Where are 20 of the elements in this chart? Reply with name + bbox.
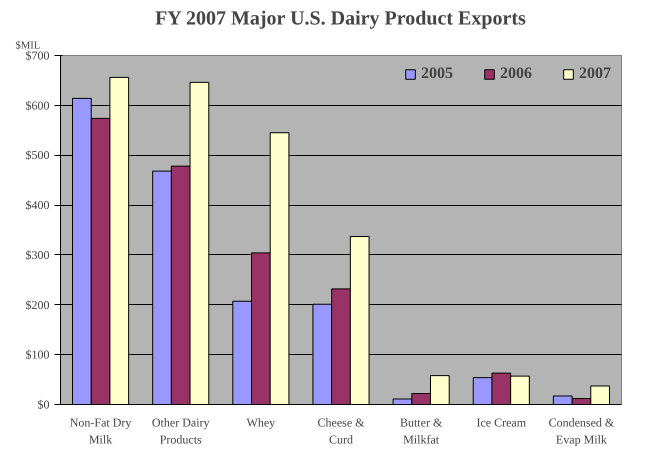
y-tick-label: $700: [26, 48, 50, 62]
x-tick-label: Whey: [246, 416, 276, 430]
y-axis-title: $MIL: [16, 40, 40, 52]
legend-label: 2007: [579, 65, 611, 83]
y-tick-label: $100: [26, 348, 50, 362]
y-tick-label: $600: [26, 98, 50, 112]
x-tick-label: Cheese & Curd: [318, 416, 366, 446]
y-tick-label: $400: [26, 198, 50, 212]
chart-title: FY 2007 Major U.S. Dairy Product Exports: [155, 8, 526, 30]
x-tick-label: Condensed & Evap Milk: [548, 416, 615, 446]
y-tick-label: $200: [26, 298, 50, 312]
x-tick-label: Non-Fat Dry Milk: [70, 416, 132, 446]
y-tick-label: $0: [38, 398, 50, 412]
y-tick-label: $300: [26, 248, 50, 262]
y-tick-label: $500: [26, 148, 50, 162]
x-tick-label: Other Dairy Products: [152, 416, 210, 446]
legend-label: 2005: [421, 65, 453, 83]
x-tick-label: Ice Cream: [476, 416, 527, 430]
legend-label: 2006: [500, 65, 532, 83]
x-tick-label: Butter & Milkfat: [400, 416, 443, 446]
